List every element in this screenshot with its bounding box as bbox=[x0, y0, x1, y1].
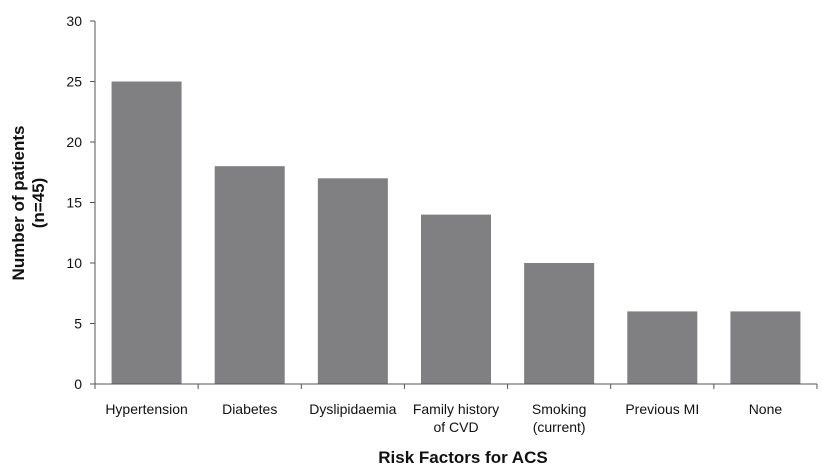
x-tick-label: None bbox=[749, 401, 783, 417]
x-tick-label: Dyslipidaemia bbox=[309, 401, 396, 417]
x-tick-label: Family history of CVD bbox=[413, 401, 499, 435]
y-tick-label: 20 bbox=[66, 134, 82, 150]
bar bbox=[317, 178, 388, 384]
y-tick-label: 25 bbox=[66, 74, 82, 90]
y-tick-label: 15 bbox=[66, 195, 82, 211]
y-tick-label: 5 bbox=[74, 316, 82, 332]
x-axis-title: Risk Factors for ACS bbox=[378, 448, 547, 467]
bar bbox=[214, 166, 285, 384]
x-tick-label: Previous MI bbox=[625, 401, 699, 417]
x-axis: Hypertension Diabetes Dyslipidaemia Family … bbox=[90, 383, 818, 435]
y-tick-label: 0 bbox=[74, 376, 82, 392]
x-tick-label: Diabetes bbox=[222, 401, 277, 417]
bars bbox=[111, 81, 801, 384]
y-tick-label: 10 bbox=[66, 255, 82, 271]
bar bbox=[421, 214, 491, 384]
x-tick-label: Smoking (current) bbox=[532, 401, 586, 435]
bar bbox=[627, 311, 698, 384]
y-axis: 0 5 10 15 20 25 30 bbox=[66, 13, 96, 392]
bar bbox=[111, 81, 182, 384]
x-tick-label: Hypertension bbox=[105, 401, 188, 417]
bar bbox=[524, 263, 595, 384]
y-tick-label: 30 bbox=[66, 13, 82, 29]
bar bbox=[730, 311, 801, 384]
y-axis-title: Number of patients(n=45) bbox=[9, 126, 48, 281]
